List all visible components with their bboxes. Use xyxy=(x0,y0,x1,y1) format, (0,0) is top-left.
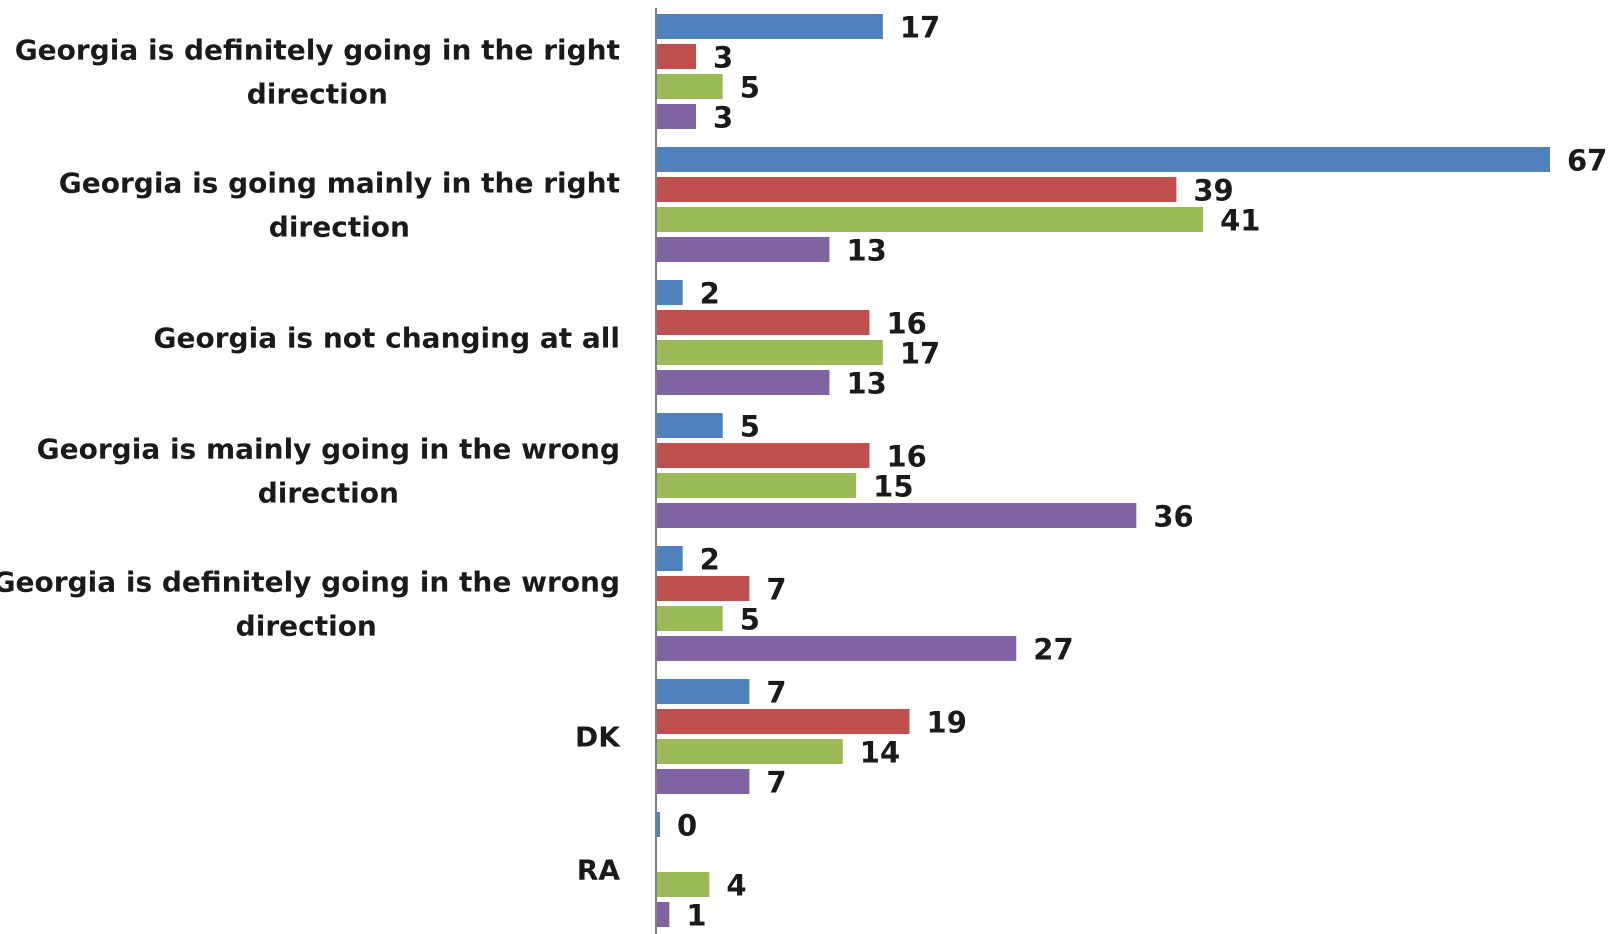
bar xyxy=(656,280,683,305)
bar xyxy=(656,44,697,69)
data-label: 14 xyxy=(860,736,900,770)
bar xyxy=(656,14,883,39)
category-label: Georgia is not changing at all xyxy=(154,322,620,355)
data-label: 5 xyxy=(740,71,760,105)
bar xyxy=(656,177,1177,202)
bar xyxy=(656,310,870,335)
bar xyxy=(656,576,750,601)
bar xyxy=(656,769,750,794)
category-label: Georgia is going mainly in the right xyxy=(59,167,620,200)
category-label: direction xyxy=(258,477,399,510)
bar xyxy=(656,74,723,99)
bar xyxy=(656,413,723,438)
data-label: 16 xyxy=(886,440,926,474)
category-label: direction xyxy=(269,211,410,244)
data-label: 4 xyxy=(726,869,746,903)
bar xyxy=(656,147,1550,172)
bar xyxy=(656,340,883,365)
data-label: 3 xyxy=(713,41,733,75)
bar xyxy=(656,207,1204,232)
bar xyxy=(656,636,1017,661)
data-label: 2 xyxy=(700,543,720,577)
data-label: 27 xyxy=(1033,633,1073,667)
bar xyxy=(656,237,830,262)
category-label: direction xyxy=(247,78,388,111)
data-label: 15 xyxy=(873,470,913,504)
category-label: Georgia is definitely going in the wrong xyxy=(0,566,620,599)
data-label: 1 xyxy=(686,899,706,933)
data-label: 3 xyxy=(713,101,733,135)
bar xyxy=(656,606,723,631)
data-label: 17 xyxy=(900,11,940,45)
category-label: Georgia is definitely going in the right xyxy=(15,34,620,67)
data-label: 7 xyxy=(766,766,786,800)
bar xyxy=(656,812,660,837)
data-label: 39 xyxy=(1193,174,1233,208)
data-label: 5 xyxy=(740,603,760,637)
data-label: 17 xyxy=(900,337,940,371)
category-label: DK xyxy=(575,721,621,754)
bar xyxy=(656,739,843,764)
data-label: 0 xyxy=(677,809,697,843)
bar xyxy=(656,872,710,897)
data-label: 36 xyxy=(1153,500,1193,534)
category-label: Georgia is mainly going in the wrong xyxy=(37,433,620,466)
data-label: 13 xyxy=(846,234,886,268)
category-label: direction xyxy=(236,610,377,643)
data-label: 41 xyxy=(1220,204,1260,238)
bar xyxy=(656,709,910,734)
bar xyxy=(656,503,1137,528)
bar xyxy=(656,902,670,927)
data-label: 7 xyxy=(766,676,786,710)
bar xyxy=(656,104,697,129)
bar xyxy=(656,546,683,571)
bar xyxy=(656,370,830,395)
bar xyxy=(656,443,870,468)
data-label: 16 xyxy=(886,307,926,341)
bar xyxy=(656,679,750,704)
data-label: 13 xyxy=(846,367,886,401)
data-label: 5 xyxy=(740,410,760,444)
data-label: 2 xyxy=(700,277,720,311)
bar xyxy=(656,473,857,498)
data-label: 67 xyxy=(1567,144,1607,178)
data-label: 7 xyxy=(766,573,786,607)
category-label: RA xyxy=(577,854,621,887)
data-label: 19 xyxy=(927,706,967,740)
